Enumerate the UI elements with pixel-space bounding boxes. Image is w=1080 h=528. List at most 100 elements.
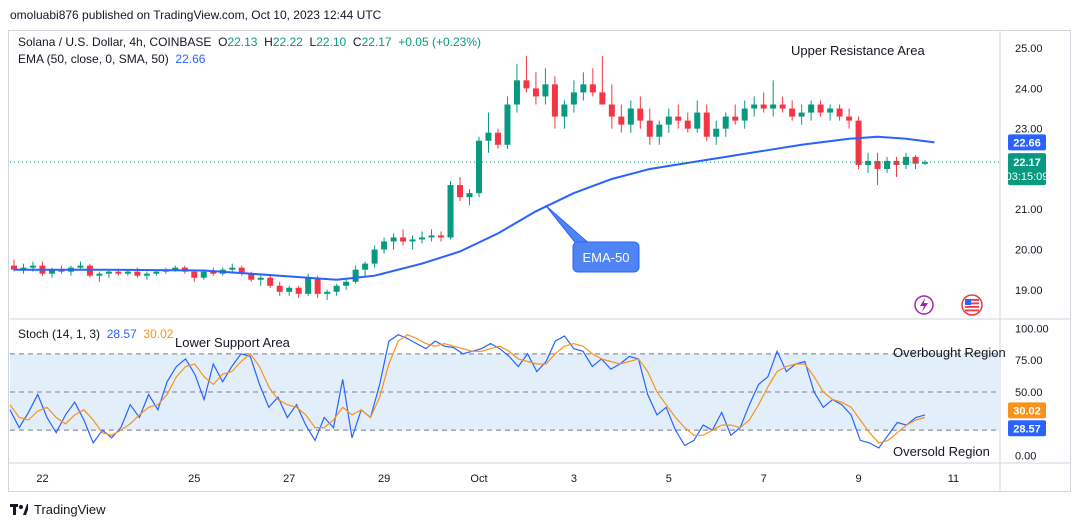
candle-body bbox=[343, 281, 350, 286]
stoch-tick-label: 50.00 bbox=[1015, 387, 1043, 399]
candle-body bbox=[200, 271, 207, 278]
candle-body bbox=[903, 156, 910, 165]
open-label: O bbox=[218, 35, 228, 49]
candle-body bbox=[314, 277, 321, 294]
ema-name: EMA (50, close, 0, SMA, 50) bbox=[18, 52, 169, 66]
candle-body bbox=[513, 80, 520, 105]
candle-body bbox=[523, 80, 530, 89]
stoch-k-value: 28.57 bbox=[106, 327, 137, 341]
stoch-d-tag-bg bbox=[1008, 402, 1046, 419]
candle-body bbox=[542, 84, 549, 97]
time-tick-label: 29 bbox=[378, 473, 390, 485]
stoch-k-line bbox=[9, 334, 926, 449]
candle-body bbox=[409, 239, 416, 242]
stoch-legend: Stoch (14, 1, 3) 28.57 30.02 bbox=[18, 327, 173, 341]
candle-body bbox=[257, 277, 264, 280]
candle-body bbox=[115, 271, 122, 274]
candle-body bbox=[675, 116, 682, 121]
lightning-icon-bolt bbox=[920, 298, 928, 312]
flag-icon-stripe bbox=[965, 299, 979, 301]
lightning-icon[interactable] bbox=[914, 295, 934, 315]
candle-body bbox=[580, 84, 587, 93]
ema-value: 22.66 bbox=[175, 52, 206, 66]
candle-body bbox=[419, 237, 426, 240]
price-tick-label: 23.00 bbox=[1015, 124, 1043, 136]
candle-body bbox=[248, 273, 255, 280]
candle-body bbox=[836, 108, 843, 117]
stoch-tick-label: 75.00 bbox=[1015, 355, 1043, 367]
candle-body bbox=[865, 160, 872, 165]
candle-body bbox=[798, 112, 805, 117]
candle-body bbox=[884, 160, 891, 169]
stoch-tick-label: 0.00 bbox=[1015, 451, 1036, 463]
stoch-tick-label: 100.00 bbox=[1015, 323, 1049, 335]
oversold-label: Oversold Region bbox=[893, 444, 990, 459]
candle-body bbox=[466, 193, 473, 198]
candle-body bbox=[789, 108, 796, 117]
lower-support-label: Lower Support Area bbox=[175, 335, 290, 350]
high-label: H bbox=[264, 35, 273, 49]
stoch-k-tag-bg bbox=[1008, 420, 1046, 437]
candle-body bbox=[618, 116, 625, 125]
candle-body bbox=[893, 160, 900, 165]
candle-body bbox=[352, 269, 359, 282]
time-tick-label: 11 bbox=[948, 473, 959, 485]
candle-body bbox=[494, 132, 501, 145]
ema-50-line bbox=[14, 135, 935, 281]
callout-box bbox=[572, 241, 640, 273]
candle-body bbox=[295, 287, 302, 294]
last-price-tag-countdown: 03:15:09 bbox=[1006, 171, 1049, 183]
time-tick-label: Oct bbox=[470, 473, 487, 485]
candle-body bbox=[438, 235, 445, 238]
candle-body bbox=[570, 92, 577, 105]
price-tick-label: 25.00 bbox=[1015, 43, 1043, 55]
candle-body bbox=[808, 104, 815, 113]
stoch-d-line bbox=[9, 334, 926, 444]
candle-body bbox=[29, 265, 36, 268]
stoch-d-value: 30.02 bbox=[143, 327, 174, 341]
low-value: 22.10 bbox=[316, 35, 347, 49]
chart-frame[interactable] bbox=[8, 30, 1071, 492]
candle-body bbox=[770, 104, 777, 109]
upper-resistance-label: Upper Resistance Area bbox=[791, 43, 925, 58]
tradingview-logo-icon bbox=[10, 503, 28, 515]
candle-body bbox=[637, 108, 644, 121]
close-label: C bbox=[352, 35, 362, 49]
us-flag-icon[interactable] bbox=[961, 294, 983, 316]
price-tick-label: 21.00 bbox=[1015, 204, 1043, 216]
candle-body bbox=[400, 237, 407, 242]
candle-body bbox=[751, 104, 758, 109]
candle-body bbox=[665, 116, 672, 125]
candle-body bbox=[608, 104, 615, 117]
candle-body bbox=[305, 277, 312, 294]
footer: TradingView bbox=[10, 502, 106, 517]
candle-body bbox=[276, 285, 283, 292]
candle-body bbox=[324, 291, 331, 294]
stoch-name: Stoch (14, 1, 3) bbox=[18, 327, 101, 341]
candle-body bbox=[172, 267, 179, 270]
candle-body bbox=[267, 277, 274, 286]
top-bar: omoluabi876 published on TradingView.com… bbox=[0, 0, 1080, 30]
candle-body bbox=[741, 108, 748, 121]
stoch-d-tag-text: 30.02 bbox=[1013, 405, 1041, 417]
time-tick-label: 3 bbox=[571, 473, 577, 485]
candle-body bbox=[48, 269, 55, 274]
candle-body bbox=[684, 120, 691, 129]
candle-body bbox=[912, 156, 919, 164]
candle-body bbox=[732, 116, 739, 121]
time-tick-label: 27 bbox=[283, 473, 295, 485]
candle-body bbox=[77, 265, 84, 268]
low-label: L bbox=[309, 35, 317, 49]
candle-body bbox=[143, 273, 150, 276]
time-tick-label: 7 bbox=[761, 473, 767, 485]
candle-body bbox=[134, 271, 141, 276]
flag-icon-stripe bbox=[965, 309, 979, 312]
callout-pointer bbox=[545, 204, 594, 247]
candle-body bbox=[362, 263, 369, 270]
candle-body bbox=[855, 120, 862, 165]
candle-body bbox=[238, 267, 245, 274]
symbol-name: Solana / U.S. Dollar, 4h, COINBASE bbox=[18, 35, 212, 49]
candle-body bbox=[447, 185, 454, 238]
price-tick-label: 19.00 bbox=[1015, 285, 1043, 297]
